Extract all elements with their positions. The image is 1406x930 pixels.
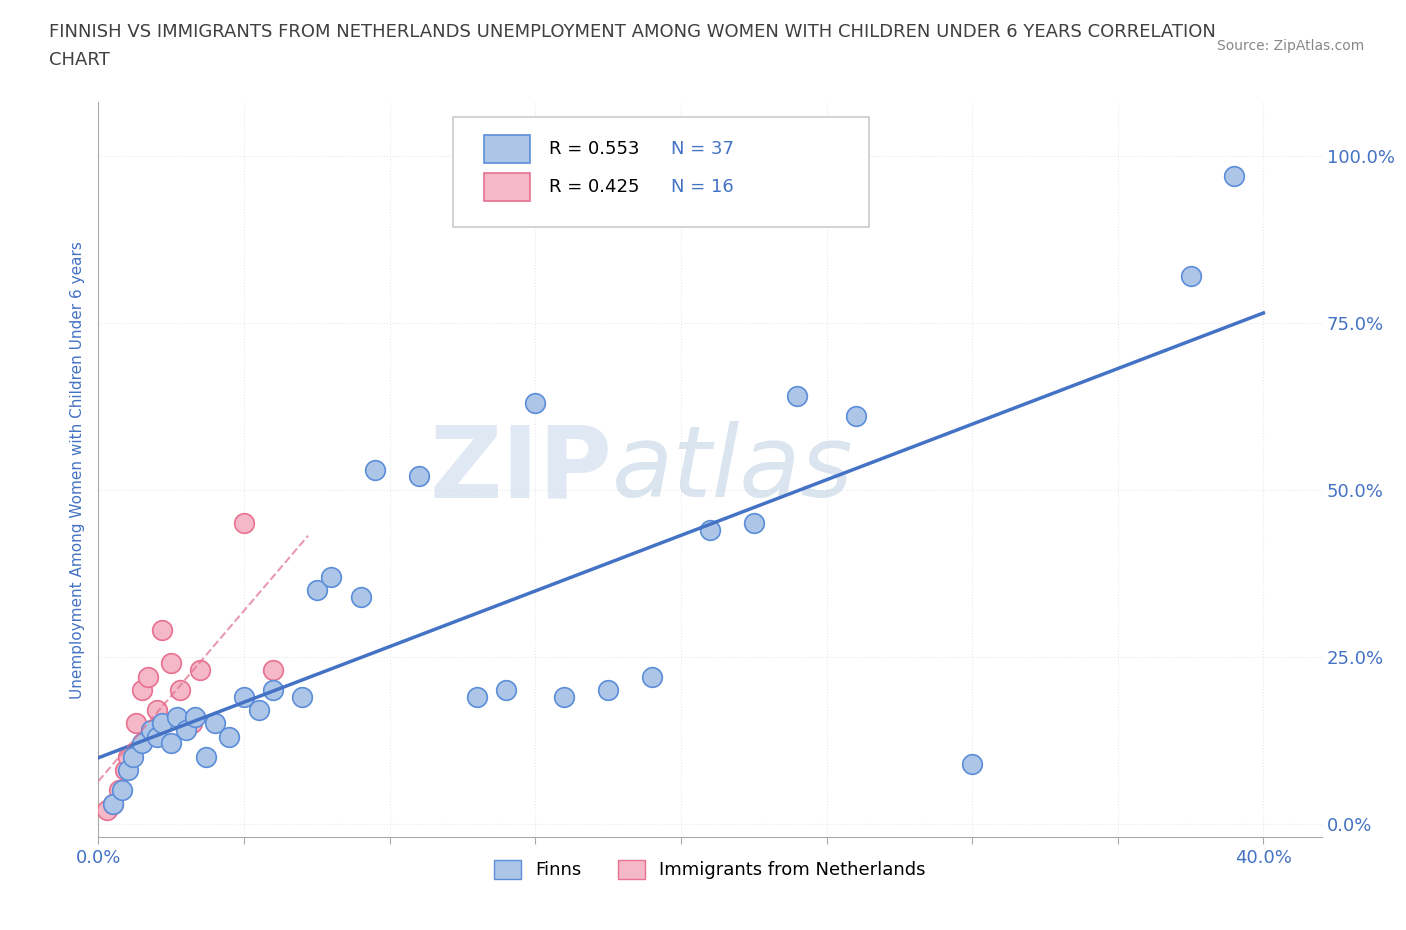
Finns bbox=[349, 589, 371, 604]
Finns bbox=[699, 523, 721, 538]
Finns bbox=[786, 389, 808, 404]
Finns bbox=[1223, 168, 1246, 183]
FancyBboxPatch shape bbox=[453, 117, 869, 227]
Text: R = 0.425: R = 0.425 bbox=[548, 178, 640, 196]
Immigrants from Netherlands bbox=[188, 662, 212, 677]
Finns bbox=[321, 569, 343, 584]
Finns bbox=[845, 409, 868, 424]
Finns bbox=[152, 716, 174, 731]
Finns bbox=[183, 710, 205, 724]
Immigrants from Netherlands bbox=[114, 763, 136, 777]
Finns bbox=[117, 763, 139, 777]
Finns bbox=[195, 750, 218, 764]
Finns bbox=[596, 683, 619, 698]
Finns bbox=[553, 689, 575, 704]
Immigrants from Netherlands bbox=[262, 662, 284, 677]
Text: ZIP: ZIP bbox=[429, 421, 612, 518]
Text: atlas: atlas bbox=[612, 421, 853, 518]
Immigrants from Netherlands bbox=[233, 515, 256, 530]
Immigrants from Netherlands bbox=[180, 716, 202, 731]
Immigrants from Netherlands bbox=[131, 683, 153, 698]
Finns bbox=[166, 710, 188, 724]
Finns bbox=[145, 729, 167, 744]
Finns bbox=[160, 736, 183, 751]
Immigrants from Netherlands bbox=[96, 803, 118, 817]
Finns bbox=[204, 716, 226, 731]
Text: FINNISH VS IMMIGRANTS FROM NETHERLANDS UNEMPLOYMENT AMONG WOMEN WITH CHILDREN UN: FINNISH VS IMMIGRANTS FROM NETHERLANDS U… bbox=[49, 23, 1216, 41]
Finns bbox=[524, 395, 547, 410]
Finns bbox=[641, 670, 664, 684]
Immigrants from Netherlands bbox=[101, 796, 124, 811]
FancyBboxPatch shape bbox=[484, 173, 530, 201]
Finns bbox=[122, 750, 145, 764]
Immigrants from Netherlands bbox=[145, 703, 167, 718]
Finns bbox=[1180, 269, 1202, 284]
Finns bbox=[262, 683, 284, 698]
Finns bbox=[233, 689, 256, 704]
Immigrants from Netherlands bbox=[169, 683, 191, 698]
Finns bbox=[291, 689, 314, 704]
Text: R = 0.553: R = 0.553 bbox=[548, 140, 640, 157]
Finns bbox=[218, 729, 240, 744]
Legend: Finns, Immigrants from Netherlands: Finns, Immigrants from Netherlands bbox=[494, 860, 927, 880]
Immigrants from Netherlands bbox=[117, 750, 139, 764]
Immigrants from Netherlands bbox=[160, 656, 183, 671]
Finns bbox=[742, 515, 765, 530]
Finns bbox=[174, 723, 197, 737]
Immigrants from Netherlands bbox=[152, 622, 174, 637]
Finns bbox=[101, 796, 124, 811]
Finns bbox=[139, 723, 162, 737]
Finns bbox=[111, 783, 134, 798]
Finns bbox=[364, 462, 387, 477]
Finns bbox=[495, 683, 517, 698]
Text: N = 16: N = 16 bbox=[671, 178, 734, 196]
Text: Source: ZipAtlas.com: Source: ZipAtlas.com bbox=[1216, 39, 1364, 53]
Finns bbox=[247, 703, 270, 718]
Immigrants from Netherlands bbox=[108, 783, 131, 798]
Finns bbox=[408, 469, 430, 484]
Immigrants from Netherlands bbox=[136, 670, 159, 684]
Y-axis label: Unemployment Among Women with Children Under 6 years: Unemployment Among Women with Children U… bbox=[69, 241, 84, 698]
Finns bbox=[960, 756, 983, 771]
Text: N = 37: N = 37 bbox=[671, 140, 734, 157]
Finns bbox=[305, 582, 328, 597]
FancyBboxPatch shape bbox=[484, 135, 530, 163]
Finns bbox=[465, 689, 488, 704]
Text: CHART: CHART bbox=[49, 51, 110, 69]
Immigrants from Netherlands bbox=[125, 716, 148, 731]
Finns bbox=[131, 736, 153, 751]
